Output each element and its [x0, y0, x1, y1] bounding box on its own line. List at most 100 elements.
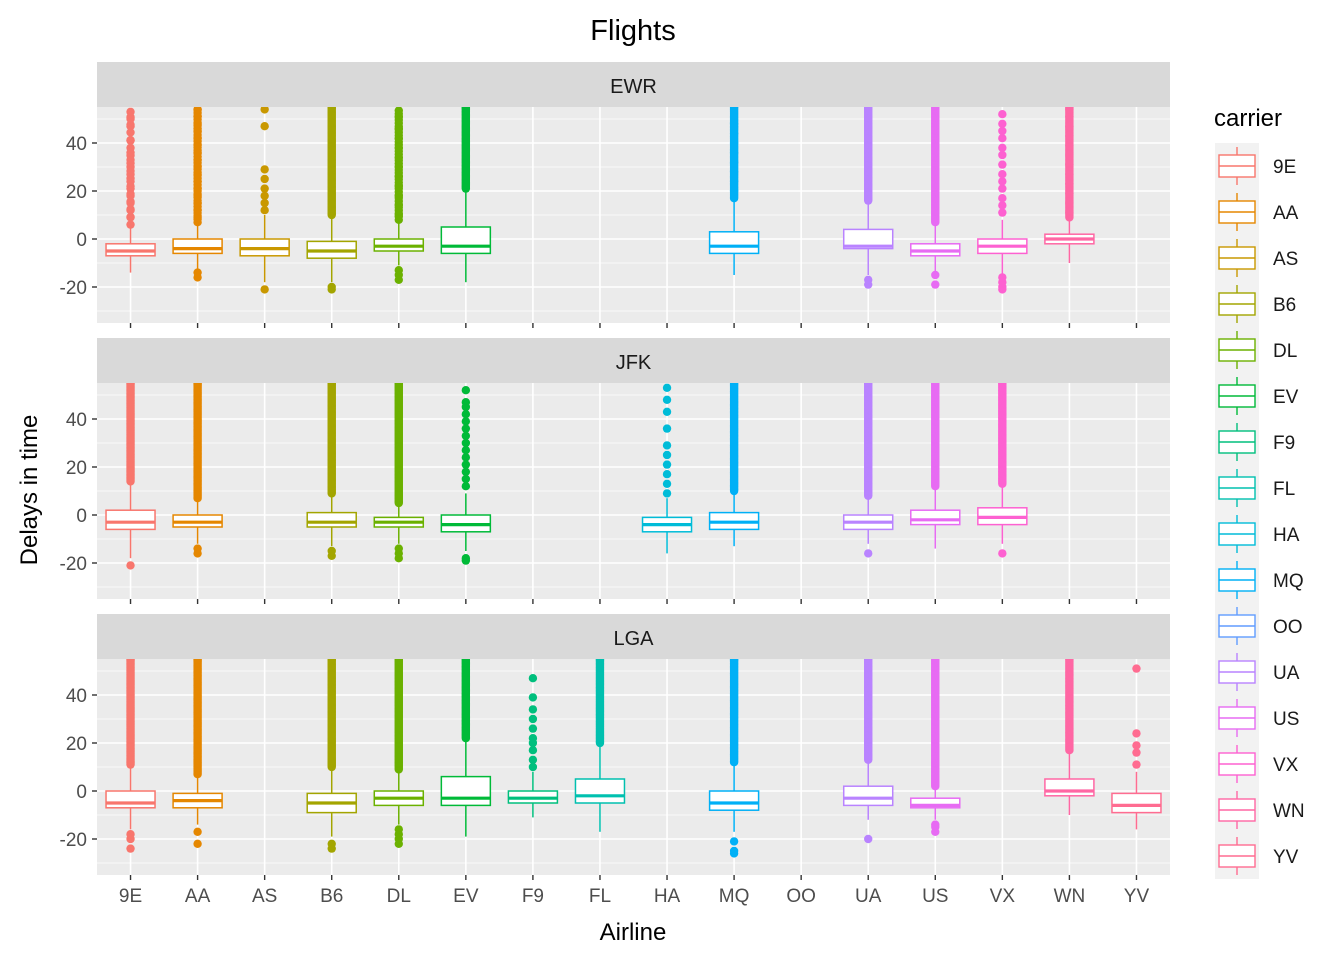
outlier-point [931, 107, 940, 110]
x-tick-label: AS [252, 886, 277, 907]
outlier-point [1065, 141, 1074, 150]
y-tick-label: -20 [60, 830, 87, 851]
outlier-point [193, 148, 202, 157]
outlier-point [662, 441, 672, 450]
panel-marks [105, 659, 1162, 858]
legend-item-dl: DL [1215, 327, 1297, 373]
outlier-point [193, 198, 202, 208]
x-tick-label: B6 [320, 886, 343, 907]
outlier-point [193, 107, 202, 114]
outlier-point [729, 129, 739, 138]
outlier-point [1065, 170, 1074, 179]
legend-title: carrier [1214, 105, 1282, 132]
outlier-point [394, 107, 403, 115]
x-axis-title: Airline [600, 919, 667, 946]
outlier-point [931, 659, 940, 662]
box-wn [1044, 107, 1095, 263]
outlier-point [729, 837, 739, 846]
outlier-point [864, 549, 873, 558]
outlier-point [461, 410, 471, 419]
box-aa [172, 498, 223, 558]
facet-panels: EWR -20 0 20 40 JFK -20 0 20 40 LGA -20 0 20 40 [60, 62, 1170, 880]
outlier-point [193, 383, 202, 386]
legend-item-fl: FL [1215, 465, 1295, 511]
outlier-point [595, 659, 604, 662]
box-mq [708, 491, 760, 547]
outlier-point [193, 119, 202, 128]
panel-marks [105, 383, 1028, 570]
legend-item-vx: VX [1215, 741, 1299, 787]
outlier-point [328, 659, 336, 662]
facet-strip [97, 62, 1170, 107]
legend-item-us: US [1215, 695, 1299, 741]
panel-marks [105, 107, 1095, 294]
box-ev [440, 738, 492, 837]
outlier-point [394, 112, 403, 121]
outlier-point [126, 177, 135, 186]
outlier-point [528, 762, 538, 772]
outlier-point [931, 820, 940, 829]
y-axis-title: Delays in time [16, 415, 43, 566]
outlier-point [395, 659, 403, 662]
outlier-point [1065, 112, 1074, 121]
outlier-point [193, 827, 202, 836]
outlier-point [662, 383, 672, 392]
y-tick-label: 0 [76, 782, 87, 803]
box-ua [842, 200, 894, 289]
box-ha [641, 383, 693, 554]
box-iqr [105, 790, 156, 809]
x-tick-label: F9 [522, 886, 544, 907]
outlier-point [1065, 208, 1074, 217]
box-us [910, 486, 961, 549]
box-dl [373, 769, 425, 848]
outlier-point [528, 705, 538, 714]
outlier-point [462, 659, 470, 662]
x-tick-label: FL [589, 886, 611, 907]
box-b6 [306, 767, 357, 853]
legend-label: US [1273, 709, 1299, 730]
outlier-point [998, 177, 1007, 186]
outlier-point [126, 184, 135, 193]
outlier-point [998, 549, 1007, 558]
box-iqr [105, 509, 156, 531]
outlier-point [126, 162, 135, 172]
x-tick-label: YV [1124, 886, 1150, 907]
outlier-point [193, 659, 202, 662]
outlier-point [461, 107, 470, 110]
legend-label: 9E [1273, 157, 1296, 178]
outlier-point [1132, 748, 1141, 757]
box-f9 [507, 674, 559, 818]
outlier-point [1132, 741, 1141, 750]
box-ev [440, 386, 492, 565]
outlier-point [662, 489, 672, 498]
outlier-point [729, 186, 739, 196]
outlier-point [998, 383, 1007, 386]
outlier-point [729, 177, 739, 186]
box-fl [574, 743, 626, 832]
outlier-point [327, 282, 336, 292]
outlier-point [729, 158, 739, 167]
facet-panel-ewr: EWR -20 0 20 40 [60, 62, 1170, 328]
outlier-point [1132, 664, 1141, 673]
outlier-point [193, 177, 202, 186]
outlier-point [1065, 160, 1074, 169]
outlier-point [126, 844, 135, 853]
outlier-point [193, 544, 202, 553]
outlier-point [998, 134, 1007, 143]
outlier-point [662, 450, 672, 460]
outlier-point [662, 407, 672, 416]
outlier-point [394, 124, 403, 133]
outlier-point [126, 561, 135, 570]
y-tick-label: -20 [60, 554, 87, 575]
legend-label: HA [1273, 525, 1300, 546]
facet-panel-jfk: JFK -20 0 20 40 [60, 338, 1170, 604]
outlier-point [864, 275, 873, 284]
outlier-point [998, 110, 1007, 119]
x-tick-label: UA [855, 886, 882, 907]
outlier-point [327, 383, 336, 386]
gridlines [97, 107, 1170, 323]
outlier-point [193, 134, 202, 143]
outlier-point [998, 119, 1007, 128]
box-vx [977, 483, 1028, 558]
